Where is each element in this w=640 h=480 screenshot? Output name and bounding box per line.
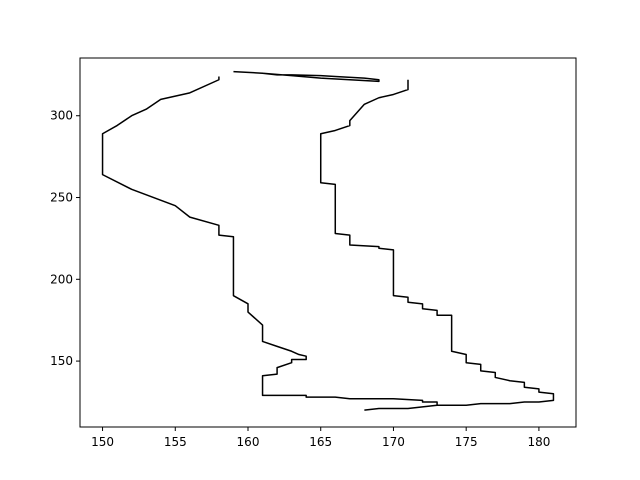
y-axis: 150 200 250 300: [50, 109, 80, 368]
y-tick-label: 250: [50, 191, 73, 205]
x-tick-label: 165: [309, 435, 332, 449]
axes-frame: [79, 57, 577, 428]
x-tick-label: 155: [164, 435, 187, 449]
series-line-1: [101, 76, 555, 406]
y-tick-label: 200: [50, 272, 73, 286]
x-tick-label: 170: [382, 435, 405, 449]
x-tick-label: 150: [91, 435, 114, 449]
series-line-3: [364, 404, 452, 411]
x-tick-label: 160: [237, 435, 260, 449]
series-line-2: [233, 70, 380, 83]
y-tick-label: 300: [50, 109, 73, 123]
x-tick-label: 180: [527, 435, 550, 449]
x-axis: 150 155 160 165 170 175 180: [91, 427, 550, 449]
y-tick-label: 150: [50, 354, 73, 368]
x-tick-label: 175: [455, 435, 478, 449]
series-layer: [101, 70, 555, 411]
